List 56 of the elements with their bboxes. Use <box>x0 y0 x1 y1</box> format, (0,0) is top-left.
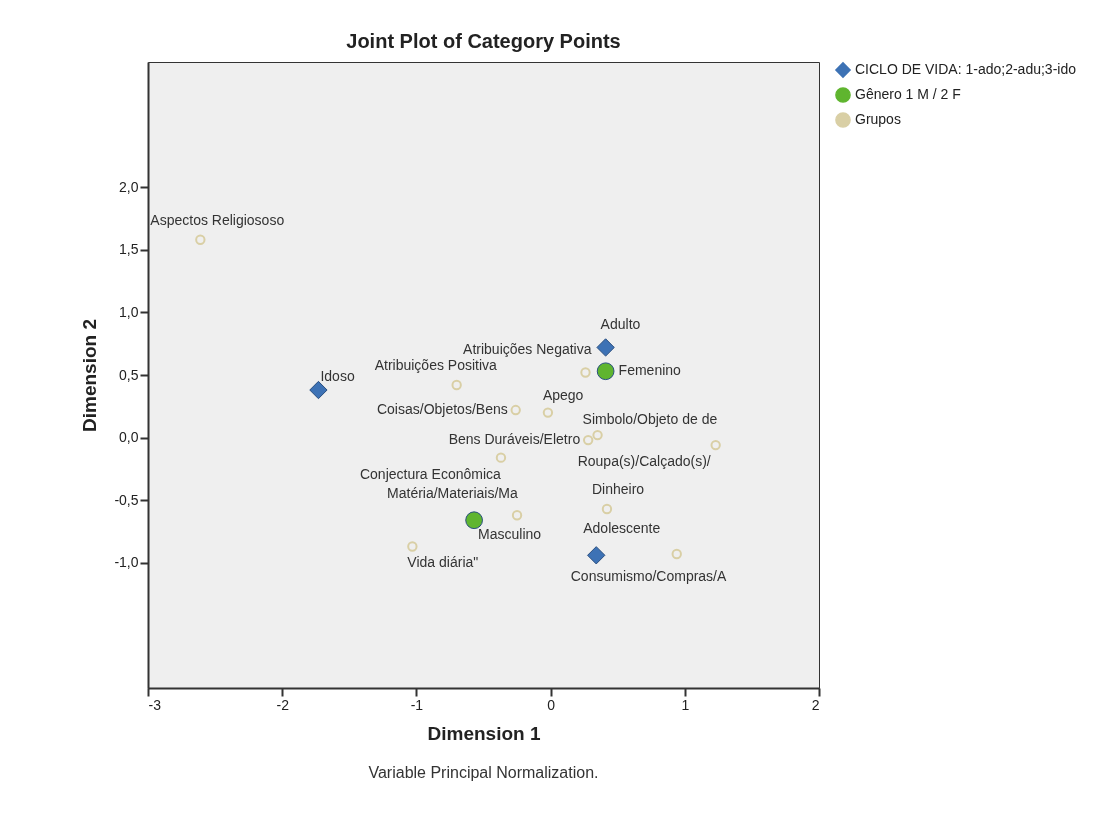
annotation: Simbolo/Objeto de de <box>582 411 718 428</box>
legend-label: Grupos <box>855 111 901 127</box>
point <box>587 546 606 565</box>
point <box>495 452 507 463</box>
annotation: Atribuições Negativa <box>463 341 592 358</box>
x-tick-label: 1 <box>681 696 690 713</box>
annotation: Bens Duráveis/Eletro <box>448 431 581 448</box>
annotation: Aspectos Religiososo <box>150 211 285 228</box>
y-tick-label: 1,5 <box>119 241 139 258</box>
y-tick-label: 1,0 <box>119 303 139 320</box>
x-tick-label: -1 <box>410 696 424 713</box>
point <box>510 404 521 416</box>
x-tick-label: -2 <box>276 696 290 713</box>
point <box>671 548 682 560</box>
point <box>451 379 462 391</box>
annotation: Adulto <box>600 316 641 333</box>
annotation: Adolescente <box>583 520 661 537</box>
point <box>465 511 483 530</box>
y-tick-label: 0,0 <box>119 429 139 446</box>
point <box>601 503 613 515</box>
y-tick-label: 2,0 <box>119 178 139 195</box>
annotation: Matéria/Materiais/Ma <box>387 485 518 502</box>
annotation: Vida diária" <box>407 553 479 570</box>
point <box>582 434 594 446</box>
x-tick-label: 0 <box>547 696 556 713</box>
point <box>596 338 615 357</box>
text: Variable Principal Normalization. <box>368 764 599 781</box>
y-axis-title: Dimension 2 <box>79 319 101 432</box>
point <box>592 429 603 441</box>
point <box>511 510 523 521</box>
y-tick-label: -1,0 <box>114 554 139 571</box>
annotation: Atribuições Positiva <box>374 357 498 374</box>
annotation: Dinheiro <box>591 480 645 497</box>
legend-label: Gênero 1 M / 2 F <box>855 86 961 102</box>
annotation: Masculino <box>478 526 542 543</box>
x-tick-label: -3 <box>148 696 162 713</box>
point <box>596 362 615 381</box>
annotation: Idoso <box>320 368 355 385</box>
legend-label: CICLO DE VIDA: 1-ado;2-adu;3-ido <box>855 61 1077 77</box>
x-axis-title: Dimension 1 <box>427 722 541 744</box>
annotation: Femenino <box>618 362 682 379</box>
annotation: Apego <box>542 386 584 403</box>
annotation: Conjectura Econômica <box>359 465 502 482</box>
point <box>407 541 418 552</box>
point <box>195 234 206 245</box>
y-tick-label: 0,5 <box>119 366 139 383</box>
point <box>580 367 591 378</box>
annotation: Coisas/Objetos/Bens <box>376 401 508 418</box>
x-tick-label: 2 <box>811 696 820 713</box>
annotation: Roupa(s)/Calçado(s)/ <box>577 453 711 470</box>
point <box>309 380 328 400</box>
point <box>542 407 554 418</box>
annotation: Consumismo/Compras/A <box>570 568 728 585</box>
point <box>710 439 721 451</box>
chart-title: Joint Plot of Category Points <box>346 30 621 52</box>
y-tick-label: -0,5 <box>114 491 139 508</box>
